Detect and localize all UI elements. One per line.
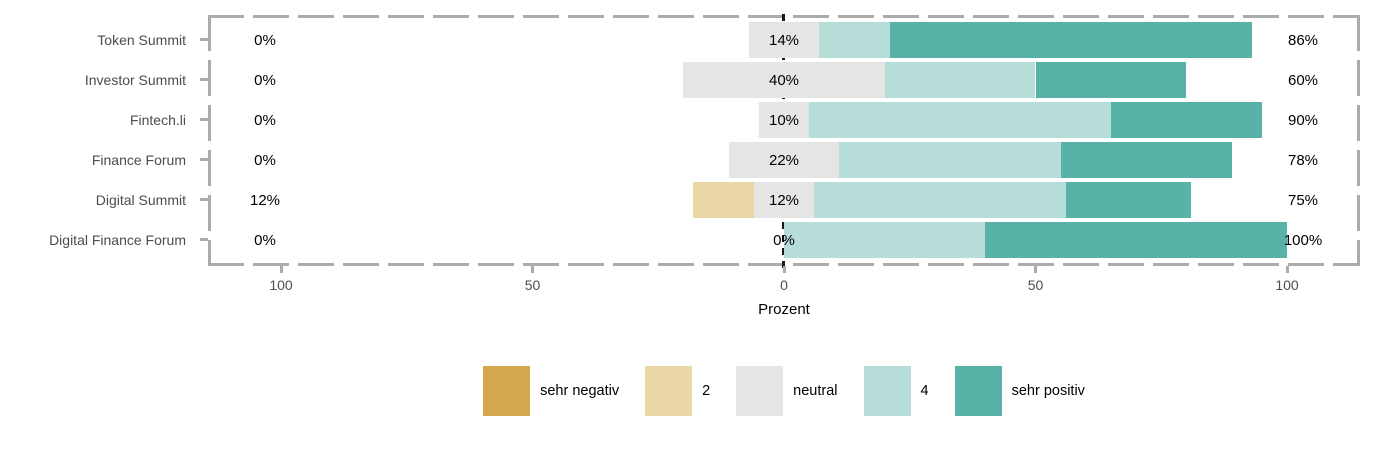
legend-label: sehr positiv [1011, 383, 1085, 399]
panel-border-right [1357, 15, 1360, 266]
bar-row [0, 222, 1377, 258]
bar-segment-neutral [683, 62, 885, 98]
category-label: Investor Summit [84, 72, 186, 88]
bar-segment-neutral [753, 182, 815, 218]
legend-item: sehr negativ [483, 366, 619, 416]
left-value-label: 0% [254, 72, 276, 89]
left-value-label: 0% [254, 232, 276, 249]
x-tick [782, 266, 786, 273]
bar-segment-neutral [758, 102, 810, 138]
x-tick-label: 100 [269, 277, 293, 293]
bar-segment-4 [809, 102, 1111, 138]
x-tick [1034, 266, 1037, 273]
category-label: Finance Forum [91, 152, 186, 168]
bar-segment-sehr-positiv [985, 222, 1287, 258]
bar-segment-4 [819, 22, 890, 58]
x-tick [1285, 266, 1289, 273]
y-tick [200, 118, 208, 121]
center-value-label: 40% [768, 72, 800, 89]
bar-segment-sehr-positiv [1060, 142, 1232, 178]
x-tick-label: 50 [1027, 277, 1044, 293]
legend-key-sehr-positiv [954, 366, 1002, 416]
center-value-label: 22% [768, 152, 800, 169]
bar-segment-4 [884, 62, 1036, 98]
legend-item: sehr positiv [954, 366, 1085, 416]
bar-row [0, 182, 1377, 218]
left-value-label: 0% [254, 152, 276, 169]
center-value-label: 12% [768, 192, 800, 209]
x-tick-label: 100 [1275, 277, 1299, 293]
legend-item: 2 [645, 366, 710, 416]
right-value-label: 75% [1287, 192, 1319, 209]
x-tick [279, 266, 283, 273]
right-value-label: 100% [1283, 232, 1323, 249]
center-value-label: 0% [773, 232, 795, 249]
bar-segment-sehr-positiv [1065, 182, 1192, 218]
x-tick-label: 0 [780, 277, 788, 293]
bar-segment-sehr-positiv [1110, 102, 1262, 138]
legend: sehr negativ 2 neutral 4 sehr positiv [208, 366, 1360, 416]
left-value-label: 0% [254, 112, 276, 129]
bar-segment-neutral [728, 142, 840, 178]
legend-key-neutral [736, 366, 784, 416]
legend-key-4 [863, 366, 911, 416]
category-label: Digital Finance Forum [49, 232, 186, 248]
bar-row [0, 102, 1377, 138]
right-value-label: 90% [1287, 112, 1319, 129]
center-value-label: 14% [768, 32, 800, 49]
y-tick [200, 158, 208, 161]
bar-row [0, 22, 1377, 58]
legend-label: sehr negativ [540, 383, 620, 399]
legend-label: neutral [793, 383, 838, 399]
x-tick-label: 50 [524, 277, 541, 293]
legend-key-sehr-negativ [483, 366, 531, 416]
bar-row [0, 142, 1377, 178]
category-label: Digital Summit [95, 192, 186, 208]
category-label: Fintech.li [129, 112, 186, 128]
bar-segment-4 [839, 142, 1061, 178]
right-value-label: 78% [1287, 152, 1319, 169]
bar-segment-neutral [748, 22, 820, 58]
x-axis-title: Prozent [758, 301, 810, 318]
y-tick [200, 238, 208, 241]
bar-segment-sehr-positiv [1035, 62, 1187, 98]
y-tick [200, 38, 208, 41]
legend-label: 2 [702, 383, 711, 399]
legend-key-2 [645, 366, 693, 416]
x-tick [531, 266, 534, 273]
bar-segment-sehr-positiv [889, 22, 1252, 58]
panel-border-left [208, 15, 211, 266]
y-tick [200, 78, 208, 81]
category-label: Token Summit [97, 32, 186, 48]
y-tick [200, 198, 208, 201]
bar-segment-4 [814, 182, 1066, 218]
bar-segment-4 [784, 222, 986, 258]
bar-row [0, 62, 1377, 98]
legend-item: neutral [736, 366, 838, 416]
legend-label: 4 [920, 383, 929, 399]
right-value-label: 60% [1287, 72, 1319, 89]
left-value-label: 12% [249, 192, 281, 209]
legend-item: 4 [863, 366, 929, 416]
center-value-label: 10% [768, 112, 800, 129]
bar-segment-2 [693, 182, 754, 218]
right-value-label: 86% [1287, 32, 1319, 49]
left-value-label: 0% [254, 32, 276, 49]
